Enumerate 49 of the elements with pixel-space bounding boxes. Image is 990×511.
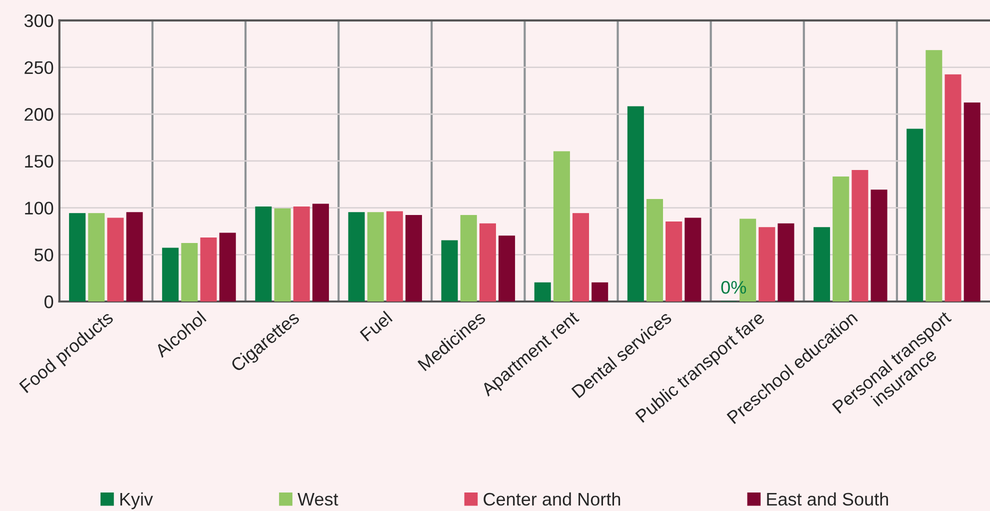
bar	[852, 170, 868, 302]
bar	[646, 199, 664, 302]
bar	[964, 102, 980, 302]
bar	[386, 211, 403, 302]
bar	[293, 206, 310, 302]
bar	[926, 50, 942, 302]
bar	[758, 227, 776, 302]
bar	[944, 74, 962, 302]
bar	[479, 223, 496, 302]
legend-label: Center and North	[484, 492, 620, 506]
bar	[441, 240, 458, 302]
bar	[312, 204, 329, 302]
bar	[200, 237, 217, 302]
y-tick-label: 150	[25, 154, 54, 168]
y-tick-label: 250	[24, 61, 54, 74]
bar	[498, 236, 516, 302]
bar	[405, 214, 422, 302]
bar	[69, 213, 86, 302]
bar	[906, 128, 924, 302]
bar	[592, 282, 608, 302]
y-tick-label: 300	[24, 14, 54, 28]
bar	[162, 248, 179, 302]
bar	[274, 208, 291, 302]
bar	[870, 190, 888, 302]
bar	[88, 213, 105, 302]
bar	[666, 222, 682, 302]
legend-label: Kyiv	[120, 492, 153, 510]
bar	[684, 218, 702, 302]
bar	[460, 214, 477, 302]
bar	[181, 243, 198, 302]
bar	[255, 206, 272, 302]
bar	[627, 106, 644, 302]
bar	[367, 212, 384, 302]
bar	[572, 213, 590, 302]
bar	[832, 176, 850, 302]
y-tick-label: 0	[44, 295, 54, 308]
bar	[126, 212, 143, 302]
bar	[553, 151, 570, 302]
y-tick-label: 50	[34, 248, 54, 262]
y-tick-label: 100	[25, 202, 54, 215]
bar	[534, 282, 551, 302]
bar	[814, 227, 830, 302]
bar	[219, 232, 236, 302]
bar	[348, 212, 365, 302]
y-tick-label: 200	[24, 108, 54, 121]
bar	[778, 223, 794, 302]
bar	[107, 218, 124, 302]
legend-label: East and South	[767, 492, 888, 506]
legend-label: West	[298, 493, 338, 506]
